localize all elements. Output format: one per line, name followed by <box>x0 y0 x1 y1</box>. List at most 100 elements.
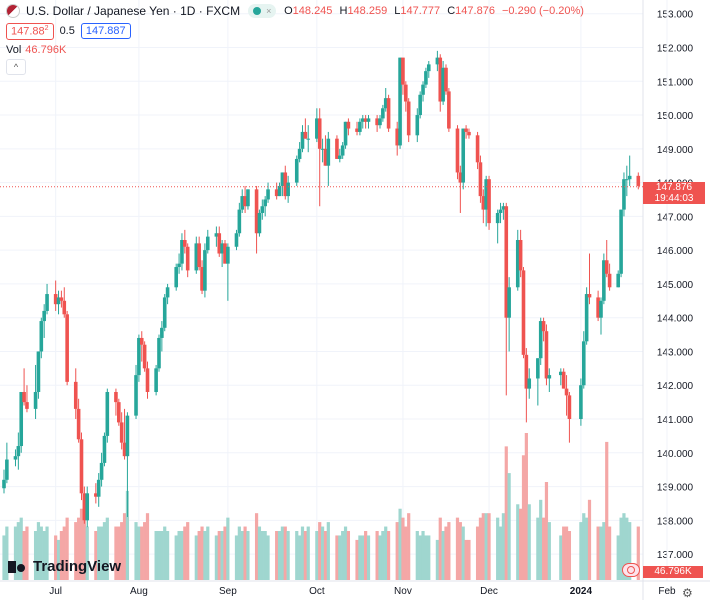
volume-bar <box>42 531 46 580</box>
volume-bar <box>616 535 620 580</box>
time-tick-label: 2024 <box>570 586 593 597</box>
volume-bar <box>237 526 241 580</box>
buy-price-button[interactable]: 147.887 <box>80 23 131 40</box>
candle-body <box>584 294 589 342</box>
symbol-title[interactable]: U.S. Dollar / Japanese Yen · 1D · FXCM <box>26 4 241 18</box>
candle-body <box>185 246 190 271</box>
volume-bar <box>114 526 118 580</box>
candle-body <box>579 385 583 420</box>
volume-bar <box>628 522 632 580</box>
volume-bar <box>358 535 362 580</box>
candle-body <box>320 148 325 150</box>
volume-bar <box>122 513 127 580</box>
candle-body <box>137 337 141 376</box>
volume-bar <box>559 535 563 580</box>
volume-bar <box>562 526 566 580</box>
candle-body <box>406 101 411 136</box>
volume-bar <box>154 531 158 580</box>
volume-bar <box>62 526 66 580</box>
volume-bar <box>56 539 61 580</box>
candle-body <box>467 131 471 136</box>
candle-body <box>134 375 138 416</box>
candle-body <box>366 118 371 122</box>
candle-body <box>404 84 408 102</box>
volume-bar <box>145 513 150 580</box>
candle-body <box>464 128 468 132</box>
volume-bar <box>295 531 299 580</box>
time-tick-label: Jul <box>49 586 62 597</box>
go-to-realtime-icon[interactable] <box>622 563 640 577</box>
volume-bar <box>599 526 603 580</box>
candle-body <box>401 57 405 85</box>
candle-body <box>484 179 488 210</box>
volume-bar <box>143 522 147 580</box>
volume-bar <box>378 535 382 580</box>
candle-body <box>183 240 187 247</box>
candle-body <box>165 287 170 298</box>
tradingview-logo[interactable]: TradingView <box>8 558 121 575</box>
candle-body <box>139 337 144 345</box>
market-status-badge[interactable]: × <box>248 4 277 18</box>
volume-bar <box>5 526 9 580</box>
volume-bar <box>447 522 451 580</box>
price-tick-label: 137.000 <box>657 550 694 561</box>
volume-bar <box>323 531 328 580</box>
candle-body <box>564 388 569 396</box>
candle-body <box>527 378 532 389</box>
candle-body <box>73 381 78 409</box>
volume-bar <box>455 517 460 580</box>
volume-legend: Vol 46.796K <box>6 44 66 56</box>
time-tick-label: Aug <box>130 586 148 597</box>
candle-body <box>65 314 69 382</box>
volume-bar <box>85 526 89 580</box>
candle-body <box>59 297 64 301</box>
chart-settings-gear-icon[interactable]: ⚙ <box>682 586 693 600</box>
time-tick-label: Nov <box>394 586 412 597</box>
candle-body <box>223 243 227 264</box>
volume-bar <box>200 526 204 580</box>
candle-body <box>200 267 204 291</box>
candle-body <box>280 172 285 186</box>
volume-bar <box>125 490 130 580</box>
volume-bar <box>547 522 551 580</box>
time-tick-label: Oct <box>309 586 325 597</box>
collapse-legend-chevron-up-icon[interactable]: ^ <box>6 59 26 75</box>
candle-body <box>544 331 549 379</box>
volume-bar <box>596 526 600 580</box>
candle-body <box>197 243 201 268</box>
volume-bar <box>636 526 640 580</box>
volume-bar <box>464 539 468 580</box>
candle-body <box>303 131 308 139</box>
last-price-label: 147.876 19:44:03 <box>643 181 705 204</box>
candle-body <box>22 391 26 403</box>
candle-body <box>622 179 626 210</box>
volume-bar <box>13 526 18 580</box>
candle-body <box>294 158 299 183</box>
volume-bar <box>501 513 506 580</box>
sell-price-button[interactable]: 147.882 <box>6 23 54 40</box>
candle-body <box>559 371 563 376</box>
volume-bar <box>567 531 572 580</box>
candle-body <box>157 337 161 369</box>
volume-bar <box>496 517 500 580</box>
candle-body <box>461 128 466 183</box>
candle-body <box>360 118 365 122</box>
volume-bar <box>498 526 503 580</box>
volume-bar <box>25 526 29 580</box>
volume-bar <box>415 531 419 580</box>
volume-bar <box>544 482 549 580</box>
candle-body <box>495 212 500 224</box>
volume-bar <box>177 531 181 580</box>
candle-body <box>315 118 319 139</box>
volume-bar <box>266 535 270 580</box>
volume-bar <box>622 513 626 580</box>
candle-body <box>180 240 184 264</box>
candle-body <box>122 442 127 457</box>
volume-bar <box>160 531 164 580</box>
candle-body <box>283 172 288 197</box>
volume-bar <box>564 526 569 580</box>
candle-body <box>581 341 586 386</box>
candle-body <box>19 391 24 447</box>
volume-bar <box>326 522 330 580</box>
